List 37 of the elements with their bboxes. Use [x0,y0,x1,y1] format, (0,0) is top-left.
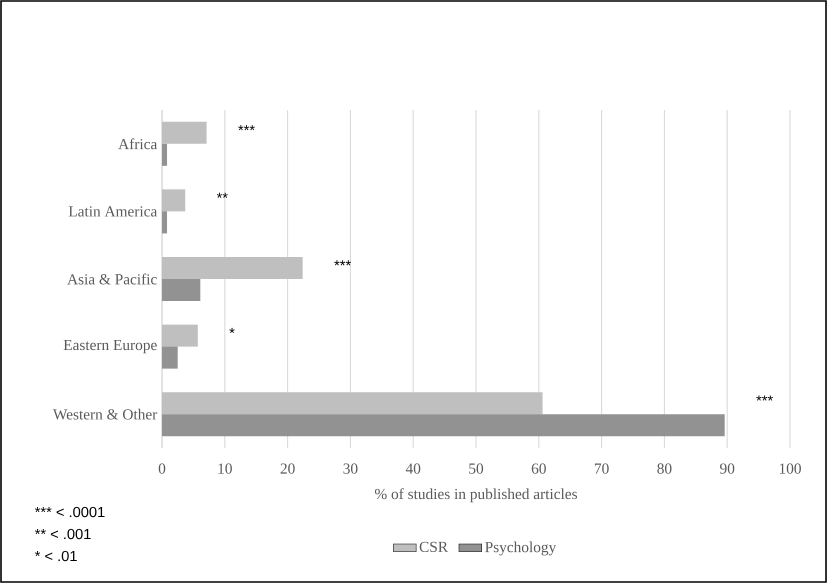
bar [162,211,168,234]
bar [162,279,200,302]
x-tick-label: 60 [532,463,546,474]
x-tick-label: 10 [218,463,232,474]
bar [162,189,186,212]
x-tick-label: 70 [594,463,609,474]
legend-label: CSR [420,542,448,552]
bar [162,414,725,436]
bar [162,324,198,347]
legend-label: Psychology [485,541,556,556]
y-tick-label: Africa [118,138,158,150]
x-tick-label: 30 [343,463,358,474]
annotation: ** [216,192,228,198]
bar [162,122,207,144]
bar [162,392,543,414]
y-tick-label: Latin America [68,206,158,217]
y-tick-label: Asia & Pacific [67,274,157,284]
annotation: *** [238,125,255,130]
bar [162,257,303,280]
text: *** < .0001 [34,506,105,518]
text: ** < .001 [34,528,91,540]
y-tick-label: Western & Other [52,408,158,420]
x-tick-label: 50 [469,463,484,474]
y-tick-label: Eastern Europe [64,340,157,354]
x-axis-title: % of studies in published articles [374,488,578,502]
x-tick-label: 0 [158,463,166,474]
x-tick-label: 40 [406,463,420,474]
x-tick-label: 90 [720,463,734,474]
x-tick-label: 100 [780,463,801,474]
bar [162,144,168,166]
annotation: *** [756,396,773,401]
x-tick-label: 80 [657,463,672,474]
annotation: * [229,328,235,334]
bar [162,346,178,369]
text: * < .01 [34,550,77,562]
x-tick-label: 20 [280,463,295,474]
annotation: *** [334,260,351,266]
